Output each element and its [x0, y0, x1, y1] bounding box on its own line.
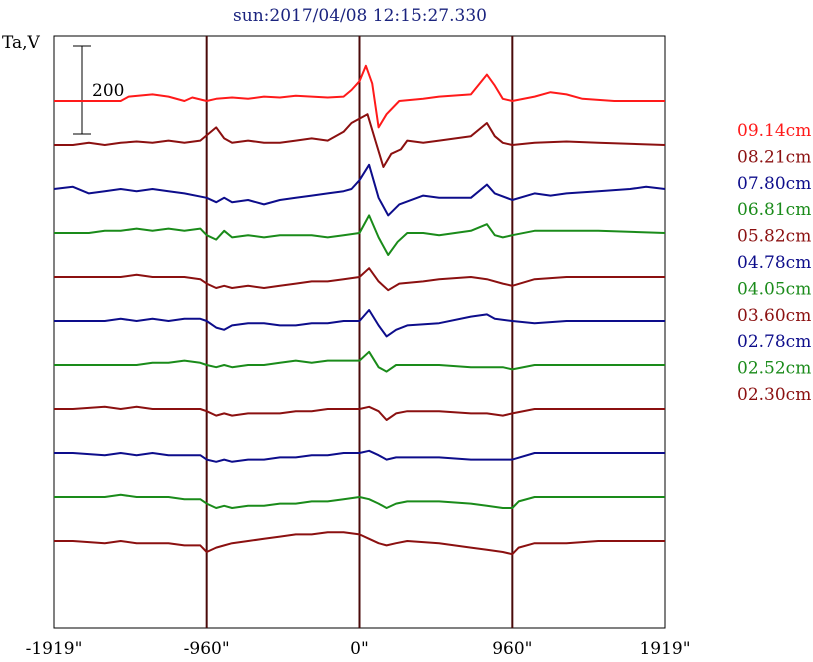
legend-label-3: 06.81cm: [737, 200, 811, 220]
vertical-lines: [205, 36, 514, 628]
legend-label-9: 02.52cm: [737, 359, 811, 379]
legend-label-4: 05.82cm: [737, 227, 811, 247]
legend-label-6: 04.05cm: [737, 279, 811, 299]
series-line-0: [54, 64, 665, 129]
legend-label-2: 07.80cm: [737, 174, 811, 194]
y-axis-label: Ta,V: [2, 33, 41, 53]
series-line-8: [54, 449, 665, 463]
legend-label-10: 02.30cm: [737, 385, 811, 405]
series-line-4: [54, 267, 665, 292]
x-tick-labels: -1919" -960" 0" 960" 1919": [26, 639, 691, 659]
scale-bar: [73, 45, 91, 135]
series-line-1: [54, 113, 666, 168]
legend-label-0: 09.14cm: [737, 121, 811, 141]
series-line-2: [53, 163, 666, 217]
legend-label-1: 08.21cm: [737, 147, 811, 167]
series-line-6: [54, 350, 665, 373]
legend: 09.14cm 08.21cm 07.80cm 06.81cm 05.82cm 04.78…: [737, 121, 811, 405]
x-tick-label-1: -960": [184, 639, 230, 659]
series-line-7: [54, 405, 665, 421]
series-line-9: [54, 493, 665, 509]
chart-title: sun:2017/04/08 12:15:27.330: [233, 6, 487, 26]
x-tick-label-3: 960": [492, 639, 532, 659]
series-line-10: [54, 531, 665, 556]
x-tick-label-4: 1919": [639, 639, 690, 659]
series-line-5: [54, 309, 665, 338]
series-line-3: [54, 214, 666, 256]
legend-label-7: 03.60cm: [737, 306, 811, 326]
legend-label-5: 04.78cm: [737, 253, 811, 273]
x-tick-label-2: 0": [350, 639, 369, 659]
series-group: [53, 64, 666, 556]
legend-label-8: 02.78cm: [737, 332, 811, 352]
scale-bar-label: 200: [92, 81, 124, 101]
x-tick-label-0: -1919": [26, 639, 83, 659]
